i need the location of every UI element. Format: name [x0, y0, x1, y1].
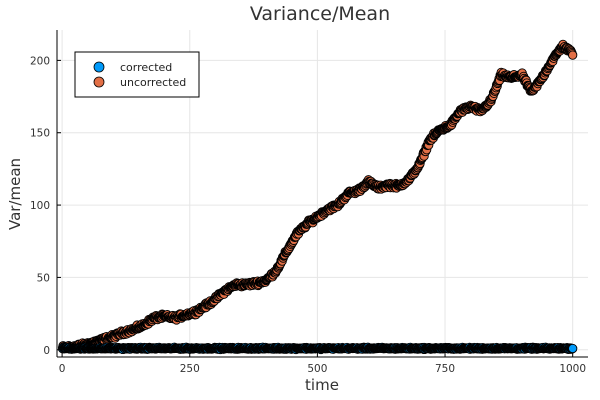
- series-corrected: [57, 342, 578, 355]
- x-tick-label: 250: [180, 363, 200, 375]
- x-tick-label: 500: [307, 363, 327, 375]
- legend-marker-corrected: [93, 61, 105, 73]
- data-point: [568, 343, 578, 354]
- legend-marker-uncorrected: [93, 76, 105, 88]
- x-tick-label: 1000: [559, 363, 586, 375]
- chart-title: Variance/Mean: [250, 3, 390, 25]
- y-ticks: 0 50 100 150 200: [30, 55, 61, 357]
- y-tick-label: 0: [43, 345, 50, 357]
- y-axis-label: Var/mean: [6, 158, 24, 230]
- x-axis-label: time: [305, 376, 339, 394]
- data-point: [568, 50, 578, 60]
- x-ticks: 0 250 500 750 1000: [59, 353, 586, 375]
- legend-label-uncorrected: uncorrected: [120, 76, 186, 89]
- y-tick-label: 50: [37, 272, 50, 284]
- axes-frame: [56, 30, 588, 358]
- data-points: [57, 39, 578, 355]
- y-tick-label: 150: [30, 128, 50, 140]
- legend: corrected uncorrected: [74, 51, 200, 98]
- y-tick-label: 200: [30, 55, 50, 67]
- x-tick-label: 750: [435, 363, 455, 375]
- legend-label-corrected: corrected: [120, 61, 172, 74]
- y-tick-label: 100: [30, 200, 50, 212]
- legend-box: [74, 51, 200, 98]
- x-tick-label: 0: [59, 363, 66, 375]
